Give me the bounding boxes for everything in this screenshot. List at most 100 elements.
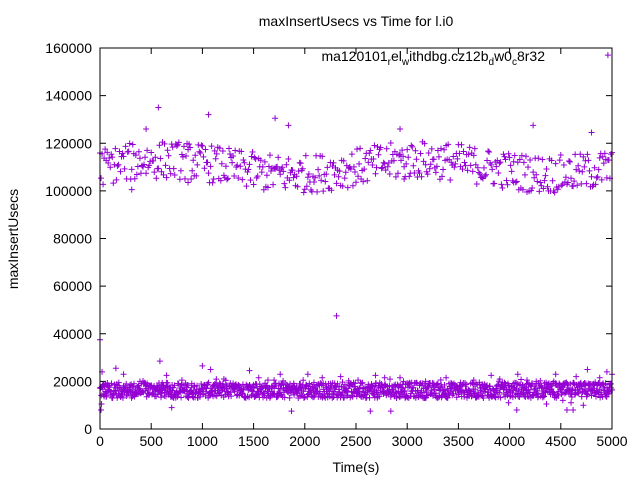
data-point bbox=[507, 162, 514, 169]
data-point bbox=[473, 180, 480, 187]
data-point bbox=[213, 150, 220, 157]
data-point bbox=[355, 377, 362, 384]
data-point bbox=[304, 371, 311, 378]
data-point bbox=[102, 146, 109, 153]
data-point bbox=[586, 167, 593, 174]
data-point bbox=[141, 161, 148, 168]
data-point bbox=[178, 394, 185, 401]
x-tick-label: 3000 bbox=[392, 433, 423, 449]
data-point bbox=[465, 151, 472, 158]
data-point bbox=[405, 154, 412, 161]
data-point bbox=[223, 176, 230, 183]
data-point bbox=[119, 150, 126, 157]
data-point bbox=[516, 156, 523, 163]
data-point bbox=[447, 176, 454, 183]
data-point bbox=[299, 165, 306, 172]
data-point bbox=[584, 151, 591, 158]
data-point bbox=[460, 148, 467, 155]
data-point bbox=[484, 157, 491, 164]
data-point bbox=[599, 153, 606, 160]
x-tick-label: 5000 bbox=[596, 433, 627, 449]
data-point bbox=[408, 142, 415, 149]
data-point bbox=[387, 408, 394, 415]
data-point bbox=[585, 157, 592, 164]
data-point bbox=[383, 145, 390, 152]
data-point bbox=[481, 164, 487, 171]
y-tick-label: 80000 bbox=[53, 231, 92, 247]
data-point bbox=[289, 167, 296, 174]
data-point bbox=[423, 392, 430, 399]
data-point bbox=[209, 179, 216, 186]
data-point bbox=[305, 171, 312, 178]
data-point bbox=[501, 379, 508, 386]
data-point bbox=[499, 184, 506, 191]
data-point bbox=[117, 168, 124, 175]
data-point bbox=[324, 164, 331, 171]
data-point bbox=[580, 153, 587, 160]
data-point bbox=[603, 393, 610, 400]
data-point bbox=[542, 172, 549, 179]
data-point bbox=[373, 387, 380, 394]
data-point bbox=[575, 389, 582, 396]
data-point bbox=[539, 156, 546, 163]
data-point bbox=[483, 171, 490, 178]
data-point bbox=[304, 174, 311, 181]
data-point bbox=[183, 153, 190, 160]
data-point bbox=[504, 181, 511, 188]
data-point bbox=[217, 177, 224, 184]
data-point bbox=[375, 151, 382, 158]
data-point bbox=[107, 164, 114, 171]
data-point bbox=[541, 393, 548, 400]
data-point bbox=[536, 188, 543, 195]
data-point bbox=[173, 142, 180, 149]
data-point bbox=[518, 376, 525, 383]
data-point bbox=[175, 380, 182, 387]
data-point bbox=[377, 144, 384, 151]
data-point bbox=[411, 169, 418, 176]
data-point bbox=[331, 171, 338, 178]
data-point bbox=[522, 153, 529, 160]
data-point bbox=[112, 365, 119, 372]
data-point bbox=[230, 152, 237, 159]
data-point bbox=[151, 169, 158, 176]
data-point bbox=[207, 163, 214, 170]
data-point bbox=[199, 143, 206, 150]
data-point bbox=[372, 170, 379, 177]
legend: ma120101relwithdbg.cz12bdw0c8r32 bbox=[321, 48, 545, 68]
data-point bbox=[476, 170, 483, 177]
data-point bbox=[275, 154, 282, 161]
data-point bbox=[272, 115, 279, 122]
data-point bbox=[179, 153, 186, 160]
data-point bbox=[251, 384, 258, 391]
x-tick-label: 2000 bbox=[289, 433, 320, 449]
data-point bbox=[462, 162, 469, 169]
data-point bbox=[588, 129, 595, 136]
data-point bbox=[588, 173, 595, 180]
data-point bbox=[482, 172, 489, 179]
data-point bbox=[386, 170, 393, 177]
data-point bbox=[194, 382, 201, 389]
y-tick-label: 160000 bbox=[45, 40, 92, 56]
data-point bbox=[530, 122, 537, 129]
data-point bbox=[125, 148, 132, 155]
data-point bbox=[104, 149, 111, 156]
data-point bbox=[432, 169, 439, 176]
data-point bbox=[572, 151, 579, 158]
data-point bbox=[428, 145, 435, 152]
data-point bbox=[427, 161, 434, 168]
data-point bbox=[293, 173, 300, 180]
data-point bbox=[441, 146, 448, 153]
data-point bbox=[137, 170, 144, 177]
data-point bbox=[472, 386, 479, 393]
data-point bbox=[347, 165, 354, 172]
data-point bbox=[357, 145, 364, 152]
data-point bbox=[394, 170, 401, 177]
data-point bbox=[113, 176, 120, 183]
data-point bbox=[478, 174, 485, 181]
data-point bbox=[119, 394, 126, 401]
data-point bbox=[205, 170, 212, 177]
data-point bbox=[543, 400, 550, 407]
data-point bbox=[538, 384, 545, 391]
data-point bbox=[178, 377, 185, 384]
data-point bbox=[548, 157, 555, 164]
